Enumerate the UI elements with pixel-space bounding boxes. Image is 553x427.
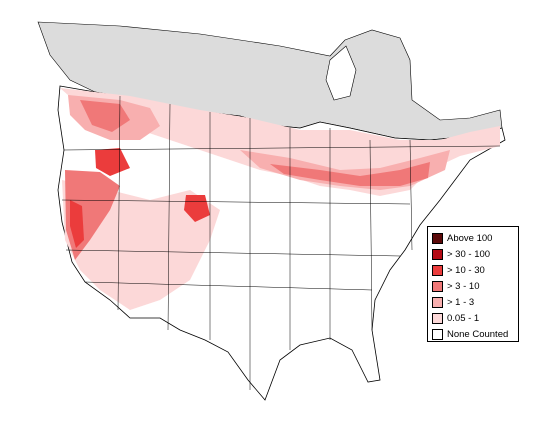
- legend-item: > 3 - 10: [432, 278, 518, 294]
- legend-swatch: [432, 264, 443, 276]
- legend-swatch: [432, 248, 443, 260]
- hudson-bay: [325, 45, 357, 101]
- legend-label: Above 100: [447, 232, 493, 244]
- legend-label: > 3 - 10: [447, 280, 480, 292]
- legend-item: 0.05 - 1: [432, 310, 518, 326]
- legend-item: > 10 - 30: [432, 262, 518, 278]
- map-legend: Above 100 > 30 - 100 > 10 - 30 > 3 - 10 > 1 …: [427, 226, 519, 342]
- legend-swatch: [432, 328, 443, 340]
- legend-swatch: [432, 312, 443, 324]
- legend-item: > 30 - 100: [432, 246, 518, 262]
- legend-label: > 30 - 100: [447, 248, 491, 260]
- legend-label: > 1 - 3: [447, 296, 475, 308]
- legend-item: > 1 - 3: [432, 294, 518, 310]
- legend-label: None Counted: [447, 328, 509, 340]
- legend-item: None Counted: [432, 326, 518, 342]
- legend-swatch: [432, 296, 443, 308]
- state-province-boundaries: [61, 95, 501, 390]
- legend-swatch: [432, 232, 443, 244]
- legend-swatch: [432, 280, 443, 292]
- legend-item: Above 100: [432, 230, 518, 246]
- legend-label: > 10 - 30: [447, 264, 485, 276]
- legend-label: 0.05 - 1: [447, 312, 480, 324]
